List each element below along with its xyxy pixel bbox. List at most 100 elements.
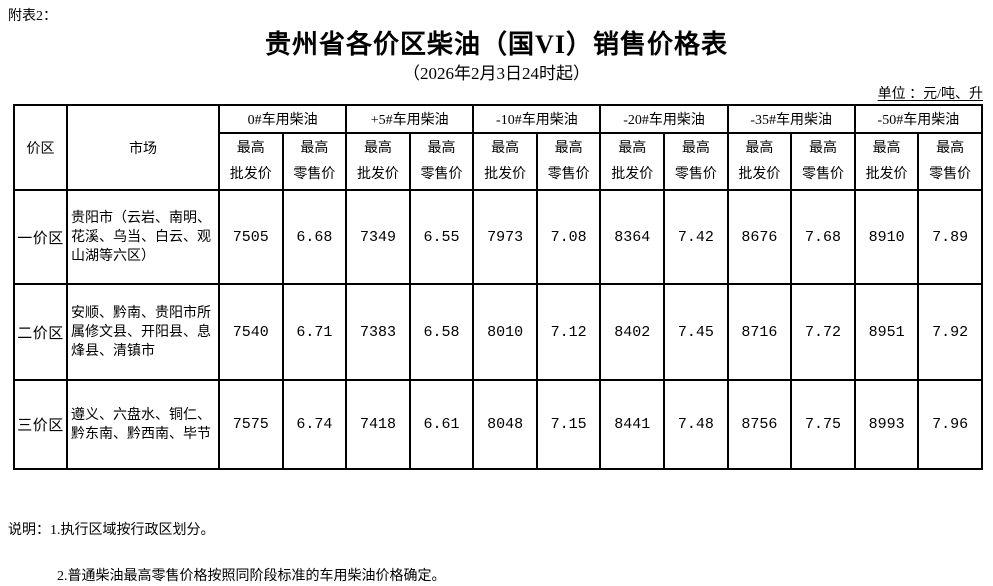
price-cell: 8993 [853, 379, 920, 470]
column-group-plus5-diesel: +5#车用柴油 [345, 104, 475, 134]
subheader-wholesale: 最高 批发价 [599, 132, 666, 191]
page-title: 贵州省各价区柴油（国VI）销售价格表 [265, 30, 728, 59]
subheader-line: 零售价 [420, 166, 463, 182]
subheader-line: 最高 [872, 140, 901, 156]
note-text: 2.普通柴油最高零售价格按照同阶段标准的车用柴油价格确定。 [57, 569, 446, 584]
diesel-price-table: 价区 市场 0#车用柴油 +5#车用柴油 -10#车用柴油 -20#车用柴油 -… [13, 104, 984, 470]
subheader-line: 批发价 [611, 166, 654, 182]
subheader-wholesale: 最高 批发价 [853, 132, 920, 191]
subheader-line: 最高 [681, 140, 710, 156]
price-cell: 8756 [726, 379, 793, 470]
subheader-line: 零售价 [801, 166, 844, 182]
note-text: 1.执行区域按行政区划分。 [50, 523, 215, 538]
price-cell: 8010 [472, 283, 538, 381]
price-cell: 7.15 [535, 379, 602, 470]
note-1: 说明：1.执行区域按行政区划分。 [8, 522, 993, 540]
price-cell: 6.74 [281, 379, 348, 470]
subheader-wholesale: 最高 批发价 [218, 132, 284, 191]
subheader-wholesale: 最高 批发价 [472, 132, 538, 191]
price-cell: 7.08 [535, 189, 602, 285]
zone-cell: 二价区 [13, 283, 68, 381]
price-cell: 6.71 [281, 283, 348, 381]
subheader-line: 最高 [300, 140, 329, 156]
zone-cell: 三价区 [13, 379, 68, 470]
price-cell: 6.61 [408, 379, 475, 470]
column-header-zone: 价区 [13, 104, 68, 191]
subheader-retail: 最高 零售价 [917, 132, 983, 191]
market-cell: 贵阳市（云岩、南明、花溪、乌当、白云、观山湖等六区） [66, 189, 220, 285]
price-cell: 6.68 [281, 189, 348, 285]
effective-date-subtitle: （2026年2月3日24时起） [403, 64, 590, 83]
subheader-retail: 最高 零售价 [535, 132, 602, 191]
market-cell: 安顺、黔南、贵阳市所属修文县、开阳县、息烽县、清镇市 [66, 283, 220, 381]
price-cell: 7.96 [917, 379, 983, 470]
column-group-minus35-diesel: -35#车用柴油 [726, 104, 856, 134]
price-cell: 7383 [345, 283, 411, 381]
subheader-wholesale: 最高 批发价 [726, 132, 793, 191]
subheader-line: 批发价 [356, 166, 399, 182]
notes-section: 说明：1.执行区域按行政区划分。 2.普通柴油最高零售价格按照同阶段标准的车用柴… [8, 522, 993, 586]
table-row-zone-2: 二价区 安顺、黔南、贵阳市所属修文县、开阳县、息烽县、清镇市 7540 6.71… [13, 283, 983, 381]
subheader-wholesale: 最高 批发价 [345, 132, 411, 191]
price-cell: 7575 [218, 379, 284, 470]
table-row-zone-3: 三价区 遵义、六盘水、铜仁、黔东南、黔西南、毕节 7575 6.74 7418 … [13, 379, 983, 470]
subheader-line: 最高 [808, 140, 837, 156]
unit-row: 单位 ：元/吨、升 [13, 86, 983, 103]
price-cell: 7.75 [790, 379, 856, 470]
price-cell: 7505 [218, 189, 284, 285]
column-header-market: 市场 [66, 104, 220, 191]
market-cell: 遵义、六盘水、铜仁、黔东南、黔西南、毕节 [66, 379, 220, 470]
subheader-retail: 最高 零售价 [281, 132, 348, 191]
price-cell: 8441 [599, 379, 666, 470]
price-cell: 7973 [472, 189, 538, 285]
price-cell: 7.48 [663, 379, 729, 470]
price-cell: 7540 [218, 283, 284, 381]
subheader-line: 最高 [236, 140, 265, 156]
price-cell: 8910 [853, 189, 920, 285]
price-cell: 8402 [599, 283, 666, 381]
notes-label: 说明： [8, 523, 50, 538]
price-cell: 7.12 [535, 283, 602, 381]
subheader-retail: 最高 零售价 [663, 132, 729, 191]
column-group-minus20-diesel: -20#车用柴油 [599, 104, 729, 134]
zone-cell: 一价区 [13, 189, 68, 285]
subheader-line: 批发价 [484, 166, 527, 182]
price-cell: 7.45 [663, 283, 729, 381]
price-cell: 8048 [472, 379, 538, 470]
header-sub-row: 最高 批发价 最高 零售价 最高 批发价 最高 零售价 最高 批发价 最高 零售… [14, 132, 983, 191]
subheader-line: 批发价 [865, 166, 908, 182]
column-group-minus50-diesel: -50#车用柴油 [853, 104, 984, 134]
price-cell: 6.58 [408, 283, 475, 381]
subheader-line: 批发价 [738, 166, 781, 182]
subheader-line: 零售价 [547, 166, 590, 182]
header-group-row: 价区 市场 0#车用柴油 +5#车用柴油 -10#车用柴油 -20#车用柴油 -… [13, 104, 984, 191]
price-cell: 8676 [726, 189, 793, 285]
price-cell: 7349 [345, 189, 411, 285]
price-cell: 7.42 [663, 189, 729, 285]
price-cell: 8951 [853, 283, 920, 381]
subheader-line: 零售价 [293, 166, 336, 182]
subheader-line: 最高 [936, 140, 965, 156]
subheader-retail: 最高 零售价 [790, 132, 856, 191]
subheader-line: 最高 [491, 140, 520, 156]
price-cell: 7418 [345, 379, 411, 470]
unit-label: 单位 ：元/吨、升 [877, 87, 983, 102]
price-cell: 7.72 [790, 283, 856, 381]
price-cell: 7.92 [917, 283, 983, 381]
subheader-line: 最高 [363, 140, 392, 156]
subheader-retail: 最高 零售价 [408, 132, 475, 191]
subheader-line: 批发价 [229, 166, 272, 182]
subheader-line: 零售价 [929, 166, 972, 182]
subheader-line: 最高 [427, 140, 456, 156]
price-cell: 8364 [599, 189, 666, 285]
column-group-minus10-diesel: -10#车用柴油 [472, 104, 602, 134]
subheader-line: 最高 [554, 140, 583, 156]
price-cell: 6.55 [408, 189, 475, 285]
table-row-zone-1: 一价区 贵阳市（云岩、南明、花溪、乌当、白云、观山湖等六区） 7505 6.68… [13, 189, 983, 285]
subheader-line: 零售价 [674, 166, 717, 182]
attachment-label: 附表2： [8, 9, 57, 24]
column-group-0-diesel: 0#车用柴油 [217, 104, 348, 134]
subheader-line: 最高 [618, 140, 647, 156]
price-cell: 7.68 [790, 189, 856, 285]
price-cell: 7.89 [917, 189, 983, 285]
